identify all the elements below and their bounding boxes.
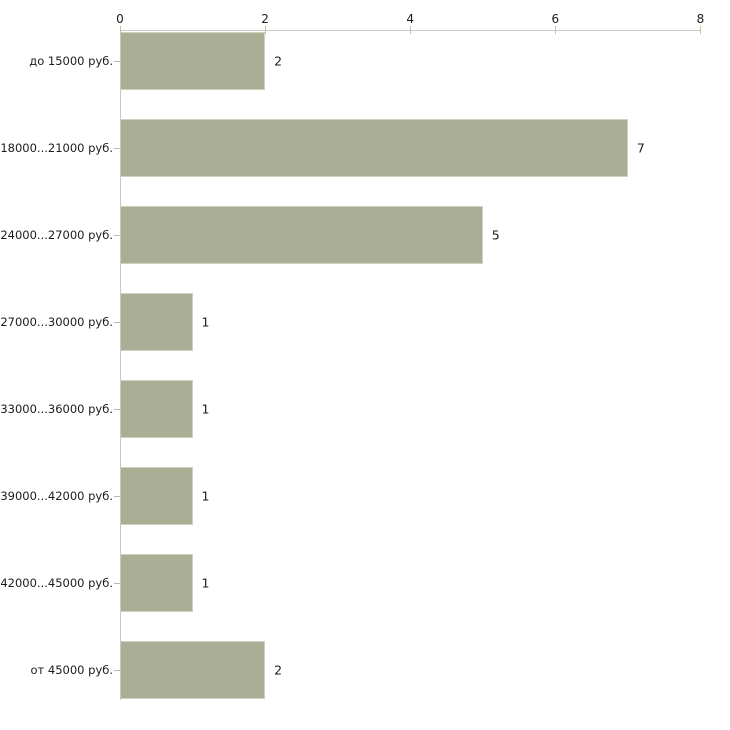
bar	[121, 554, 193, 613]
category-tick-mark	[114, 147, 120, 149]
value-label: 1	[201, 575, 210, 591]
category-label: 39000...42000 руб.	[0, 489, 113, 503]
category-label: 27000...30000 руб.	[0, 314, 113, 329]
category-tick-mark	[114, 234, 120, 236]
x-tick-label: 2	[261, 12, 269, 26]
x-tick-label: 6	[551, 12, 560, 26]
bar	[121, 467, 193, 525]
value-label: 2	[274, 662, 283, 678]
category-tick-mark	[114, 583, 120, 585]
category-label: 33000...36000 руб.	[0, 401, 113, 416]
y-axis-line	[120, 30, 121, 700]
bar	[121, 641, 266, 700]
value-label: 1	[201, 401, 210, 417]
x-tick-mark	[410, 26, 412, 34]
category-label: 42000...45000 руб.	[0, 576, 113, 591]
category-label: 18000...21000 руб.	[0, 140, 113, 155]
bar	[121, 205, 483, 264]
x-tick-label: 0	[116, 12, 124, 26]
category-tick-mark	[114, 321, 120, 323]
x-tick-mark	[555, 26, 557, 34]
bar	[121, 292, 193, 351]
bar	[121, 31, 266, 90]
category-label: от 45000 руб.	[30, 663, 113, 678]
x-tick-mark	[120, 26, 121, 34]
value-label: 1	[201, 488, 210, 504]
category-tick-mark	[114, 670, 120, 672]
x-tick-label: 8	[696, 12, 705, 26]
category-tick-mark	[114, 408, 120, 410]
x-tick-mark	[265, 26, 267, 34]
value-label: 1	[201, 314, 210, 330]
bar	[121, 379, 193, 438]
x-tick-label: 4	[406, 12, 415, 26]
category-tick-mark	[114, 496, 120, 497]
value-label: 5	[491, 227, 500, 243]
category-label: до 15000 руб.	[29, 53, 113, 68]
category-tick-mark	[114, 60, 120, 62]
value-label: 7	[636, 140, 645, 156]
x-tick-mark	[700, 26, 702, 34]
bar	[121, 118, 628, 177]
category-label: 24000...27000 руб.	[0, 227, 113, 242]
value-label: 2	[274, 53, 283, 68]
